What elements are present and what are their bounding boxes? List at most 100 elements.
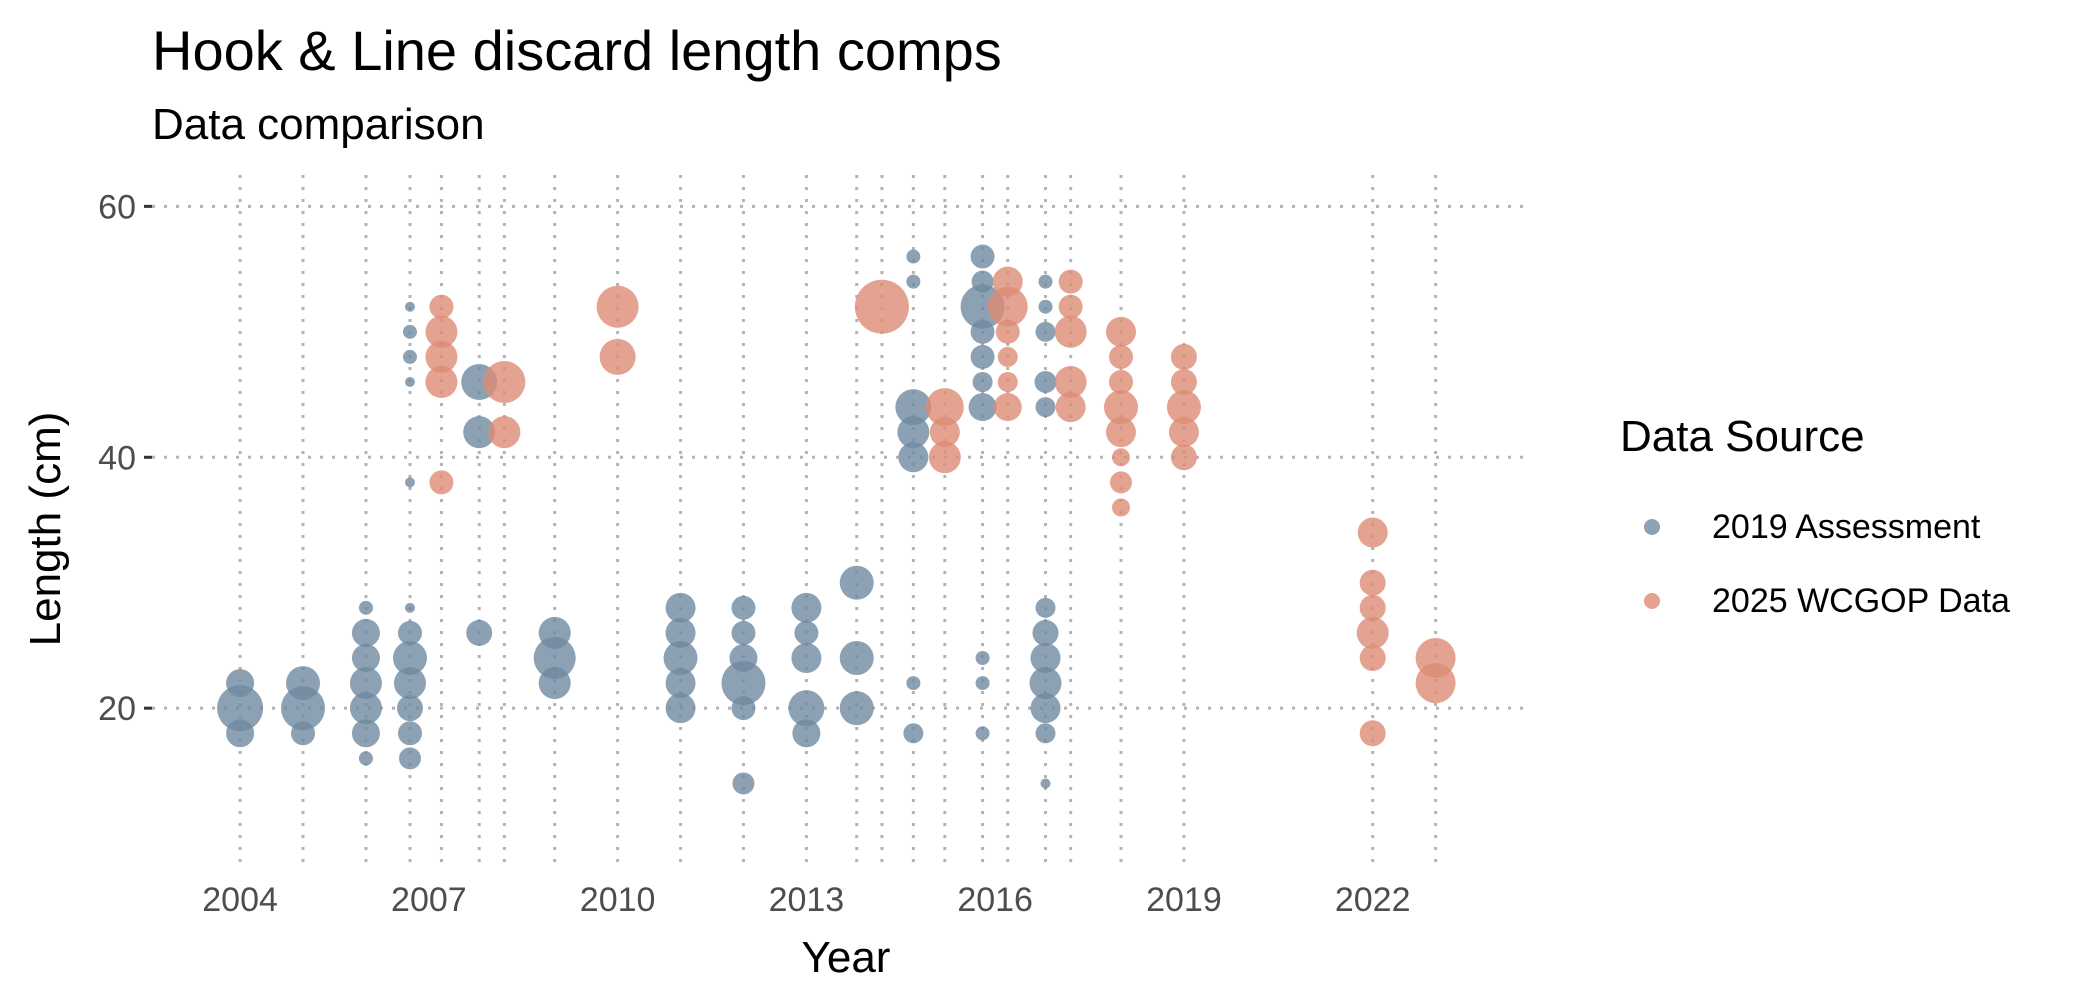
y-tick-label: 20: [98, 690, 136, 728]
legend: Data Source 2019 Assessment 2025 WCGOP D…: [1620, 412, 2010, 638]
y-tick-label: 40: [98, 439, 136, 477]
point-2019-assessment: [393, 667, 426, 700]
point-2025-wcgop: [429, 470, 454, 495]
point-2019-assessment: [975, 651, 990, 665]
point-2019-assessment: [970, 244, 995, 269]
point-2019-assessment: [791, 643, 822, 673]
point-2019-assessment: [533, 637, 576, 679]
point-2025-wcgop: [1109, 370, 1134, 394]
point-2025-wcgop: [599, 338, 636, 375]
point-2019-assessment: [895, 389, 932, 426]
point-2019-assessment: [281, 686, 326, 731]
point-2025-wcgop: [429, 294, 454, 319]
legend-key-dot: [1644, 519, 1660, 535]
point-2019-assessment: [466, 619, 493, 646]
point-2025-wcgop: [1359, 594, 1386, 621]
point-2025-wcgop: [854, 279, 909, 334]
point-2019-assessment: [1035, 723, 1056, 744]
point-2019-assessment: [397, 721, 422, 746]
point-2019-assessment: [404, 301, 415, 312]
x-tick-label: 2010: [580, 881, 656, 919]
point-2019-assessment: [351, 618, 380, 647]
point-2025-wcgop: [1170, 343, 1197, 370]
point-2025-wcgop: [925, 388, 964, 427]
point-2019-assessment: [1035, 597, 1056, 618]
point-2019-assessment: [975, 676, 990, 691]
point-2019-assessment: [903, 723, 924, 744]
point-2025-wcgop: [997, 372, 1018, 392]
point-2019-assessment: [898, 442, 929, 473]
y-axis-label: Length (cm): [21, 412, 70, 647]
point-2019-assessment: [291, 721, 316, 746]
grid-lines: [152, 175, 1530, 865]
point-2019-assessment: [1030, 693, 1061, 724]
point-2019-assessment: [665, 617, 696, 648]
point-2019-assessment: [349, 692, 382, 725]
point-2019-assessment: [398, 747, 421, 770]
point-2019-assessment: [975, 726, 990, 741]
point-2019-assessment: [968, 393, 997, 422]
x-tick-label: 2019: [1146, 881, 1222, 919]
point-2019-assessment: [794, 620, 819, 645]
point-2019-assessment: [358, 751, 373, 766]
point-2025-wcgop: [1357, 517, 1388, 548]
point-2025-wcgop: [1106, 417, 1137, 448]
point-2019-assessment: [1038, 274, 1053, 289]
point-2019-assessment: [897, 416, 930, 449]
point-2025-wcgop: [928, 441, 961, 474]
point-2025-wcgop: [1106, 316, 1137, 347]
x-tick-label: 2004: [202, 881, 278, 919]
point-2019-assessment: [970, 319, 995, 344]
point-2019-assessment: [1035, 397, 1056, 418]
point-2019-assessment: [731, 620, 756, 645]
point-2019-assessment: [1035, 321, 1056, 342]
point-2025-wcgop: [1359, 645, 1386, 671]
point-2019-assessment: [839, 691, 874, 726]
point-2019-assessment: [402, 324, 417, 339]
point-2025-wcgop: [1055, 392, 1086, 423]
point-2019-assessment: [226, 719, 255, 748]
point-2025-wcgop: [929, 417, 960, 448]
point-2025-wcgop: [1170, 444, 1197, 471]
point-2025-wcgop: [1415, 663, 1456, 704]
point-2019-assessment: [538, 667, 571, 700]
chart-title: Hook & Line discard length comps: [152, 19, 1002, 82]
point-2019-assessment: [663, 641, 698, 675]
point-2019-assessment: [792, 719, 821, 748]
point-2025-wcgop: [1359, 720, 1386, 747]
point-2025-wcgop: [1109, 344, 1134, 369]
point-2019-assessment: [1040, 778, 1051, 789]
point-2025-wcgop: [997, 346, 1018, 367]
point-2025-wcgop: [987, 286, 1028, 327]
point-2025-wcgop: [995, 319, 1020, 344]
legend-label: 2025 WCGOP Data: [1712, 581, 2010, 620]
point-2019-assessment: [665, 592, 696, 623]
point-2025-wcgop: [1058, 294, 1083, 319]
point-2019-assessment: [665, 693, 696, 724]
point-2019-assessment: [721, 661, 766, 706]
point-2019-assessment: [1030, 643, 1061, 673]
point-2019-assessment: [351, 719, 380, 748]
x-tick-label: 2007: [391, 881, 467, 919]
point-2019-assessment: [1034, 371, 1057, 393]
point-2025-wcgop: [1054, 315, 1087, 348]
point-2019-assessment: [217, 685, 264, 732]
point-2025-wcgop: [993, 393, 1022, 422]
point-2025-wcgop: [1170, 369, 1197, 395]
point-2025-wcgop: [425, 315, 458, 348]
x-tick-label: 2016: [957, 881, 1033, 919]
legend-item-2025-wcgop-data: 2025 WCGOP Data: [1620, 564, 2010, 638]
point-2025-wcgop: [1356, 616, 1389, 649]
point-2019-assessment: [791, 592, 822, 623]
point-2025-wcgop: [1166, 390, 1201, 425]
point-2019-assessment: [788, 690, 825, 727]
point-2019-assessment: [397, 620, 422, 645]
point-2019-assessment: [404, 602, 415, 613]
point-2019-assessment: [392, 641, 427, 675]
point-2019-assessment: [732, 772, 755, 795]
chart-subtitle: Data comparison: [152, 100, 485, 149]
point-2025-wcgop: [596, 285, 639, 328]
point-2019-assessment: [731, 696, 756, 721]
point-2025-wcgop: [1110, 471, 1133, 494]
